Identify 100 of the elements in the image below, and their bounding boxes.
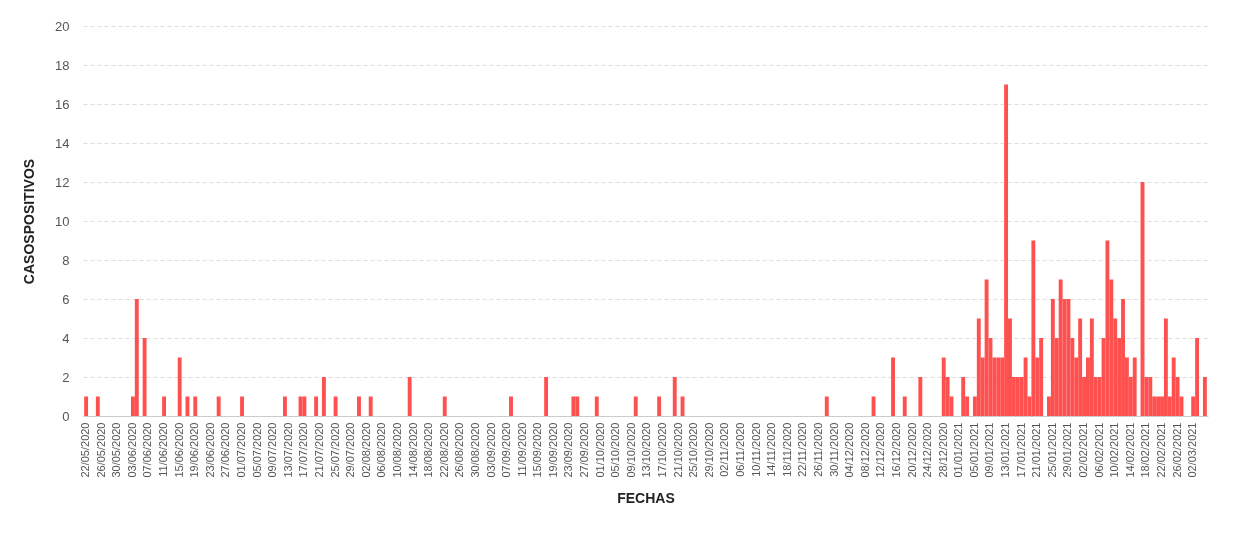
y-tick-label: 2	[62, 369, 70, 385]
x-tick-label: 30/05/2020	[110, 422, 123, 478]
x-tick-label: 07/06/2020	[141, 422, 154, 478]
x-tick-label: 22/11/2020	[796, 422, 809, 477]
x-tick-label: 05/10/2020	[609, 422, 622, 478]
x-tick-label: 05/01/2021	[967, 422, 980, 478]
bar	[321, 377, 326, 416]
y-tick-label: 16	[55, 96, 70, 112]
bar	[976, 318, 981, 416]
bar	[282, 396, 287, 416]
bar	[333, 396, 338, 416]
bar	[142, 338, 147, 416]
x-tick-label: 10/11/2020	[749, 422, 762, 477]
bar	[1202, 377, 1207, 416]
x-tick-label: 21/01/2021	[1030, 422, 1043, 478]
bar	[368, 396, 373, 416]
x-tick-label: 02/08/2020	[359, 422, 372, 478]
bar	[314, 396, 319, 416]
x-tick-label: 24/12/2020	[921, 422, 934, 478]
x-tick-label: 14/11/2020	[765, 422, 778, 477]
bar	[1171, 357, 1176, 416]
bar	[984, 279, 989, 416]
x-tick-label: 25/10/2020	[687, 422, 700, 478]
x-tick-label: 02/03/2021	[1186, 422, 1199, 478]
x-tick-label: 14/02/2021	[1123, 422, 1136, 478]
x-tick-label: 03/06/2020	[125, 422, 138, 478]
bar	[1039, 338, 1044, 416]
x-tick-label: 02/11/2020	[718, 422, 731, 477]
bar	[1050, 299, 1055, 416]
x-tick-label: 09/10/2020	[624, 422, 637, 478]
bar	[240, 396, 244, 416]
x-tick-label: 10/08/2020	[390, 422, 403, 478]
x-tick-label: 22/02/2021	[1155, 422, 1167, 478]
bar	[1156, 396, 1161, 416]
bar	[1089, 318, 1094, 416]
x-tick-label: 25/01/2021	[1045, 422, 1058, 478]
bar	[657, 396, 662, 416]
bar	[1163, 318, 1168, 416]
bar	[1195, 338, 1200, 416]
x-tick-label: 25/07/2020	[328, 422, 341, 478]
bar	[918, 377, 923, 416]
x-tick-label: 05/07/2020	[250, 422, 263, 478]
x-tick-label: 11/09/2020	[515, 422, 528, 477]
x-tick-label: 18/11/2020	[780, 422, 793, 477]
bar	[134, 299, 139, 416]
bar	[996, 357, 1001, 416]
y-tick-label: 0	[62, 408, 70, 424]
bar	[1148, 377, 1153, 416]
bar	[824, 396, 829, 416]
bar	[1058, 279, 1063, 416]
x-tick-label: 15/09/2020	[531, 422, 544, 478]
bar	[193, 396, 198, 416]
x-tick-label: 01/10/2020	[593, 422, 606, 478]
x-tick-label: 28/12/2020	[936, 422, 949, 478]
x-tick-label: 04/12/2020	[843, 422, 856, 478]
x-tick-label: 06/02/2021	[1092, 422, 1105, 478]
x-tick-label: 22/08/2020	[437, 422, 450, 478]
bar	[177, 357, 182, 416]
x-tick-label: 13/01/2021	[999, 422, 1012, 478]
bar	[941, 357, 946, 416]
y-tick-label: 14	[55, 135, 70, 151]
x-tick-label: 13/10/2020	[640, 422, 653, 478]
x-tick-label: 17/01/2021	[1014, 422, 1027, 478]
x-tick-label: 20/12/2020	[905, 422, 918, 478]
x-tick-label: 02/02/2021	[1077, 422, 1090, 478]
x-tick-label: 12/12/2020	[874, 422, 887, 478]
x-tick-label: 06/11/2020	[734, 422, 746, 477]
bar	[594, 396, 599, 416]
x-tick-label: 26/11/2020	[811, 422, 824, 477]
x-tick-label: 26/05/2020	[94, 422, 107, 478]
bar	[95, 396, 100, 416]
x-tick-label: 11/06/2020	[157, 422, 170, 477]
bar	[1015, 377, 1020, 416]
bar	[442, 396, 447, 416]
x-tick-label: 17/10/2020	[656, 422, 669, 478]
bar	[575, 396, 580, 416]
y-tick-label: 12	[55, 174, 70, 190]
bar	[216, 396, 221, 416]
bar	[302, 396, 307, 416]
x-tick-label: 29/10/2020	[702, 422, 715, 478]
bar	[509, 396, 513, 416]
bar	[84, 396, 89, 416]
bar	[407, 377, 412, 416]
x-tick-label: 18/08/2020	[422, 422, 435, 478]
bar	[1066, 299, 1071, 416]
bar	[672, 377, 677, 416]
x-tick-label: 01/01/2021	[952, 422, 965, 478]
y-tick-label: 18	[55, 57, 70, 73]
bar	[357, 396, 361, 416]
x-tick-label: 27/09/2020	[578, 422, 591, 478]
x-tick-label: 29/07/2020	[344, 422, 357, 478]
bar	[544, 377, 549, 416]
bar	[571, 396, 576, 416]
x-tick-label: 23/09/2020	[562, 422, 575, 478]
bar	[961, 377, 966, 416]
bar	[1004, 84, 1009, 416]
y-tick-label: 10	[55, 213, 70, 229]
x-tick-label: 08/12/2020	[858, 422, 871, 478]
x-tick-label: 19/06/2020	[188, 422, 201, 478]
x-tick-label: 16/12/2020	[889, 422, 902, 478]
